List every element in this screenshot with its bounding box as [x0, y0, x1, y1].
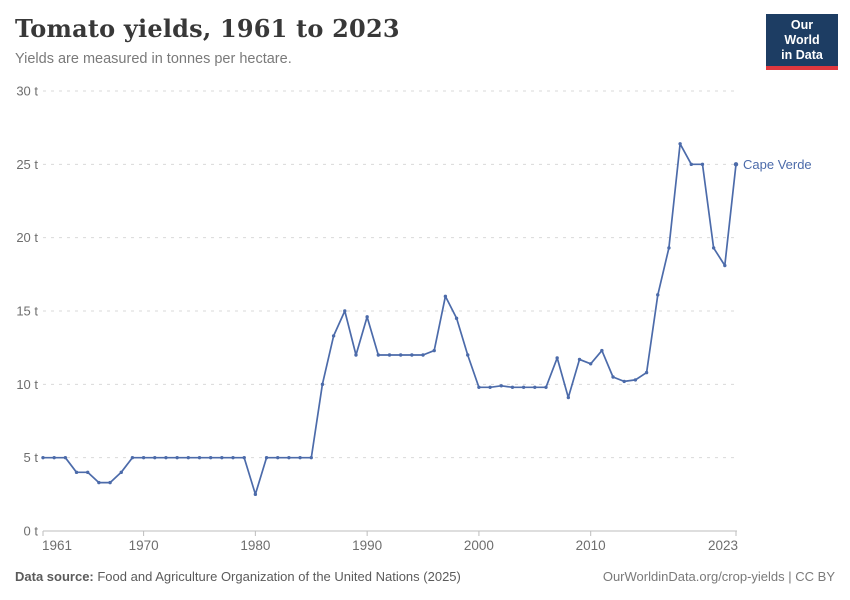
credit-link[interactable]: OurWorldinData.org/crop-yields | CC BY	[602, 569, 835, 584]
data-point-marker	[611, 375, 615, 379]
y-tick-label: 0 t	[24, 524, 39, 539]
data-point-marker	[555, 356, 559, 360]
series-line[interactable]	[42, 142, 737, 496]
data-point-marker	[521, 385, 526, 389]
data-point-marker	[186, 455, 191, 460]
data-point-marker	[365, 315, 369, 319]
data-point-marker	[287, 455, 291, 460]
data-point-marker	[97, 480, 101, 485]
data-point-marker	[276, 455, 280, 460]
data-point-marker	[466, 353, 470, 357]
data-point-marker	[566, 395, 571, 400]
data-point-marker	[119, 470, 123, 475]
data-point-marker	[711, 246, 716, 250]
data-point-marker	[253, 492, 258, 497]
data-point-marker	[164, 455, 168, 460]
data-source-note[interactable]: Data source: Food and Agriculture Organi…	[15, 569, 461, 584]
data-point-marker	[678, 142, 682, 146]
y-tick-label: 20 t	[16, 230, 38, 245]
data-point-marker	[454, 316, 459, 321]
data-point-marker	[633, 378, 638, 382]
data-point-marker	[398, 353, 403, 357]
data-point-marker	[700, 162, 705, 167]
data-point-marker	[410, 353, 414, 357]
data-point-marker	[588, 362, 593, 366]
data-point-marker	[723, 263, 727, 268]
y-tick-label: 15 t	[16, 304, 38, 319]
x-tick-label: 1961	[42, 538, 72, 553]
x-tick-label: 2000	[464, 538, 494, 553]
data-point-marker	[421, 353, 425, 357]
data-point-marker	[510, 385, 515, 389]
x-tick-label: 1990	[352, 538, 382, 553]
owid-logo-line1: Our World	[784, 18, 820, 47]
data-point-marker	[63, 455, 68, 460]
owid-logo[interactable]: Our World in Data	[766, 14, 838, 70]
data-point-marker	[309, 455, 313, 460]
data-point-marker	[231, 455, 235, 460]
data-point-marker	[477, 385, 481, 389]
data-point-marker	[130, 455, 135, 460]
x-axis-group: 1961 1970 1980 1990 2000 2010 2023	[42, 530, 738, 553]
x-tick-label: 1970	[129, 538, 159, 553]
gridlines-group	[43, 90, 737, 459]
data-point-marker	[74, 470, 79, 475]
data-point-marker	[443, 294, 448, 299]
data-point-marker	[387, 353, 392, 357]
data-point-marker	[533, 385, 537, 389]
data-point-marker	[577, 357, 582, 362]
data-source-label: Data source:	[15, 569, 94, 584]
y-tick-label: 25 t	[16, 157, 38, 172]
data-point-marker	[600, 348, 604, 353]
data-point-marker	[343, 309, 347, 313]
data-point-marker	[689, 162, 693, 167]
data-point-marker	[733, 162, 739, 167]
data-point-marker	[141, 455, 146, 460]
data-point-marker	[52, 455, 56, 460]
data-point-marker	[320, 382, 325, 387]
data-point-marker	[667, 246, 671, 250]
y-tick-label: 10 t	[16, 377, 38, 392]
data-point-marker	[499, 384, 503, 388]
data-source-text: Food and Agriculture Organization of the…	[93, 569, 461, 584]
data-point-marker	[197, 455, 202, 460]
data-point-marker	[298, 455, 302, 460]
chart-footer: Data source: Food and Agriculture Organi…	[15, 569, 835, 584]
data-point-marker	[656, 293, 660, 297]
data-point-marker	[41, 455, 45, 460]
x-tick-label: 1980	[240, 538, 270, 553]
data-point-marker	[242, 455, 246, 460]
page-subtitle: Yields are measured in tonnes per hectar…	[15, 51, 292, 67]
data-point-marker	[153, 455, 157, 460]
data-point-marker	[376, 353, 381, 357]
data-point-marker	[354, 353, 358, 357]
page-title: Tomato yields, 1961 to 2023	[15, 14, 400, 43]
y-axis-labels-group: 0 t 5 t 10 t 15 t 20 t 25 t 30 t	[16, 84, 38, 539]
entity-label[interactable]: Cape Verde	[743, 157, 812, 172]
data-point-marker	[175, 455, 179, 460]
data-point-marker	[220, 455, 224, 460]
y-tick-label: 30 t	[16, 84, 38, 99]
data-point-marker	[86, 470, 90, 475]
data-point-marker	[432, 348, 436, 353]
data-point-marker	[622, 379, 626, 384]
owid-logo-line2: in Data	[781, 48, 823, 62]
data-point-marker	[544, 385, 548, 389]
data-point-marker	[488, 385, 492, 389]
y-tick-label: 5 t	[24, 450, 39, 465]
data-point-marker	[644, 370, 649, 375]
data-point-marker	[108, 480, 112, 485]
x-tick-label: 2023	[708, 538, 738, 553]
series-group	[41, 142, 739, 497]
data-point-marker	[208, 455, 213, 460]
data-point-marker	[331, 334, 336, 338]
data-point-marker	[264, 455, 269, 460]
x-tick-label: 2010	[576, 538, 606, 553]
